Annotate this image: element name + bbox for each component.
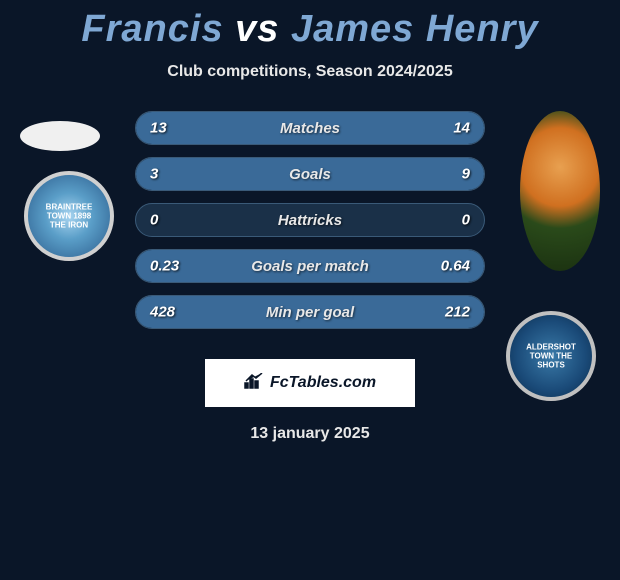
stat-label: Min per goal: [266, 304, 354, 321]
main-area: BRAINTREE TOWN 1898 THE IRON ALDERSHOT T…: [0, 111, 620, 443]
player2-name: James Henry: [291, 8, 539, 50]
brand-footer: FcTables.com: [205, 359, 415, 407]
stat-value-left: 3: [150, 166, 158, 183]
stat-value-right: 0: [462, 212, 470, 229]
stat-value-right: 14: [453, 120, 470, 137]
chart-icon: [244, 373, 264, 394]
stat-value-left: 428: [150, 304, 175, 321]
stat-row: 0.23 Goals per match 0.64: [135, 249, 485, 283]
stat-value-left: 0.23: [150, 258, 179, 275]
stat-value-left: 13: [150, 120, 167, 137]
date: 13 january 2025: [0, 425, 620, 443]
stat-row: 13 Matches 14: [135, 111, 485, 145]
player2-portrait: [520, 111, 600, 271]
stat-label: Hattricks: [278, 212, 342, 229]
stat-value-right: 212: [445, 304, 470, 321]
stat-row: 3 Goals 9: [135, 157, 485, 191]
stat-row: 428 Min per goal 212: [135, 295, 485, 329]
stat-label: Goals: [289, 166, 331, 183]
comparison-title: Francis vs James Henry: [0, 0, 620, 51]
stat-value-right: 0.64: [441, 258, 470, 275]
stat-label: Matches: [280, 120, 340, 137]
club-badge-right: ALDERSHOT TOWN THE SHOTS: [506, 311, 596, 401]
stat-fill-right: [223, 158, 484, 190]
player1-name: Francis: [81, 8, 223, 50]
club-badge-left: BRAINTREE TOWN 1898 THE IRON: [24, 171, 114, 261]
stats-container: 13 Matches 14 3 Goals 9 0 Hattricks 0 0.23 Goals p…: [135, 111, 485, 329]
brand-text: FcTables.com: [270, 374, 376, 392]
stat-row: 0 Hattricks 0: [135, 203, 485, 237]
vs-text: vs: [235, 8, 279, 50]
subtitle: Club competitions, Season 2024/2025: [0, 63, 620, 81]
stat-value-left: 0: [150, 212, 158, 229]
player1-portrait: [20, 121, 100, 151]
stat-label: Goals per match: [251, 258, 369, 275]
club-left-text: BRAINTREE TOWN 1898 THE IRON: [46, 203, 93, 230]
stat-value-right: 9: [462, 166, 470, 183]
club-right-text: ALDERSHOT TOWN THE SHOTS: [526, 343, 576, 370]
